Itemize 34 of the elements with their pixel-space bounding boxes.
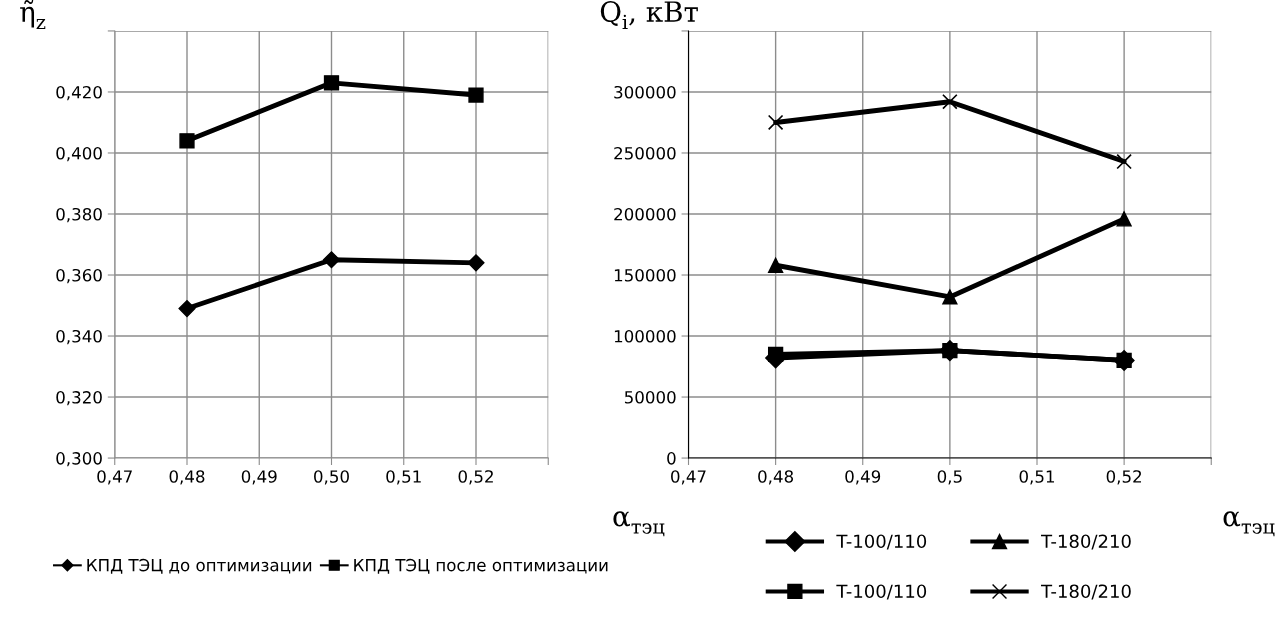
x-axis-title: αтэц [613,511,665,537]
y-tick-label: 0,360 [56,268,102,284]
legend-label: T-180/210 [1041,584,1131,600]
x-tick-label: 0,51 [1019,470,1055,485]
legend-label: T-100/110 [836,534,927,550]
x-tick-label: 0,5 [937,470,962,485]
y-tick-label: 0 [667,452,676,465]
y-tick-label: 0,420 [56,85,102,101]
x-tick-label: 0,49 [845,470,881,485]
y-tick-label: 0,340 [56,329,102,345]
x-tick-label: 0,48 [758,470,794,485]
y-tick-label: 300000 [614,85,676,99]
x-tick-label: 0,50 [314,470,349,485]
legend-label: T-100/110 [836,584,927,600]
x-tick-label: 0,51 [386,470,421,485]
y-tick-label: 0,400 [56,146,102,162]
x-tick-label: 0,48 [169,470,205,485]
y-tick-label: 50000 [624,391,676,404]
x-tick-label: 0,49 [241,470,277,485]
y-tick-label: 150000 [614,268,676,282]
y-tick-label: 100000 [614,329,676,343]
y-tick-label: 200000 [614,207,676,221]
y-tick-label: 0,300 [56,452,102,467]
y-tick-label: 250000 [614,146,676,160]
legend-label: T-180/210 [1041,534,1131,550]
x-tick-label: 0,47 [671,470,706,485]
legend-label: КПД ТЭЦ до оптимизации [87,558,312,574]
y-tick-label: 0,380 [56,207,102,223]
y-tick-label: 0,320 [56,391,102,406]
legend-label: КПД ТЭЦ после оптимизации [354,558,608,574]
x-axis-title: αтэц [1223,511,1275,537]
x-tick-label: 0,52 [1106,470,1142,485]
x-tick-label: 0,47 [97,470,132,485]
x-tick-label: 0,52 [458,470,493,485]
